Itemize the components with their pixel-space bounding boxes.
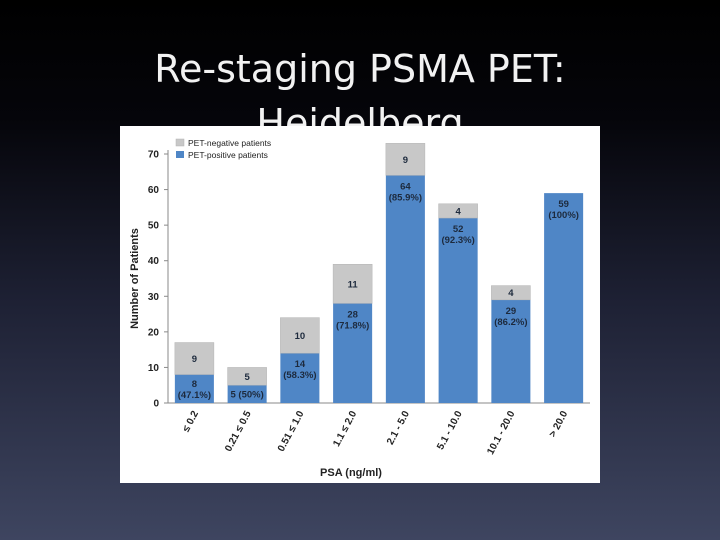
bar-positive-label: (71.8%)	[336, 320, 369, 331]
bar-negative	[332, 264, 373, 304]
bar-negative	[227, 367, 267, 386]
y-tick-label: 40	[148, 256, 160, 267]
bar-chart: 0 10 20 30 40 50 60 70 Number of Patients PSA (ng…	[129, 138, 590, 479]
legend-label-negative: PET-negative patients	[188, 138, 271, 148]
bar-negative	[280, 317, 320, 354]
bar-negative-label: 4	[455, 206, 461, 217]
x-axis-title: PSA (ng/ml)	[320, 467, 382, 479]
bar-negative	[174, 342, 215, 375]
bar-negative	[385, 143, 426, 176]
bar-positive-label: (47.1%)	[178, 390, 211, 401]
y-tick-label: 0	[153, 399, 159, 410]
bar-negative	[438, 203, 478, 219]
y-tick-label: 10	[148, 363, 160, 374]
bar-negative-label: 9	[403, 155, 408, 166]
y-tick-label: 50	[148, 221, 160, 232]
legend-label-positive: PET-positive patients	[188, 150, 268, 160]
bar-positive-label: (92.3%)	[441, 235, 474, 246]
slide-title: Re-staging PSMA PET: Heidelberg	[0, 42, 720, 150]
bar-positive	[491, 299, 531, 403]
bar-positive	[227, 385, 267, 403]
bar-positive-label: 59	[558, 199, 569, 210]
x-tick-label: 2.1 - 5.0	[385, 409, 412, 447]
bar-negative	[491, 285, 531, 301]
x-tick-label: 1.1 ≤ 2.0	[331, 409, 359, 449]
x-tick-label: 5.1 - 10.0	[435, 409, 465, 452]
bar-negative-label: 9	[192, 354, 197, 365]
bar-negative-label: 11	[348, 279, 359, 290]
bar-positive	[174, 374, 214, 403]
bar-positive	[438, 218, 478, 403]
x-tick-label: 10.1 - 20.0	[485, 409, 517, 457]
bar-positive-label: (100%)	[548, 210, 579, 221]
bar-negative-label: 10	[295, 331, 306, 342]
bar-positive-label: 8	[192, 379, 197, 390]
y-tick-label: 60	[148, 185, 160, 196]
bar-negative-label: 4	[508, 288, 514, 299]
x-tick-label: > 20.0	[547, 409, 570, 439]
y-tick-label: 30	[148, 292, 160, 303]
bar-positive	[385, 175, 425, 403]
bar-positive-label: 29	[506, 306, 517, 317]
chart-panel: 0 10 20 30 40 50 60 70 Number of Patients PSA (ng…	[120, 126, 600, 483]
bar-positive	[280, 353, 320, 403]
y-tick-label: 70	[148, 150, 160, 161]
legend-swatch-negative	[175, 138, 185, 147]
bar-positive-label: 5 (50%)	[230, 390, 263, 401]
y-tick-label: 20	[148, 327, 160, 338]
x-tick-label: 0.51 ≤ 1.0	[276, 409, 307, 454]
bar-positive-label: 52	[453, 224, 464, 235]
bar-positive-label: 14	[295, 359, 306, 370]
bar-positive-label: 28	[347, 309, 358, 320]
bar-negative-label: 5	[244, 372, 250, 383]
bar-positive	[544, 193, 584, 403]
bar-positive-label: 64	[400, 181, 411, 192]
x-tick-label: ≤ 0.2	[181, 409, 201, 434]
legend-swatch-positive	[176, 151, 184, 158]
bar-positive-label: (86.2%)	[494, 317, 527, 328]
bar-positive	[333, 303, 373, 403]
bar-positive-label: (58.3%)	[283, 370, 316, 381]
bar-positive-label: (85.9%)	[389, 192, 422, 203]
x-tick-label: 0.21 ≤ 0.5	[223, 409, 254, 454]
slide-title-line-1: Re-staging PSMA PET:	[154, 47, 566, 91]
y-axis-title: Number of Patients	[129, 228, 141, 329]
